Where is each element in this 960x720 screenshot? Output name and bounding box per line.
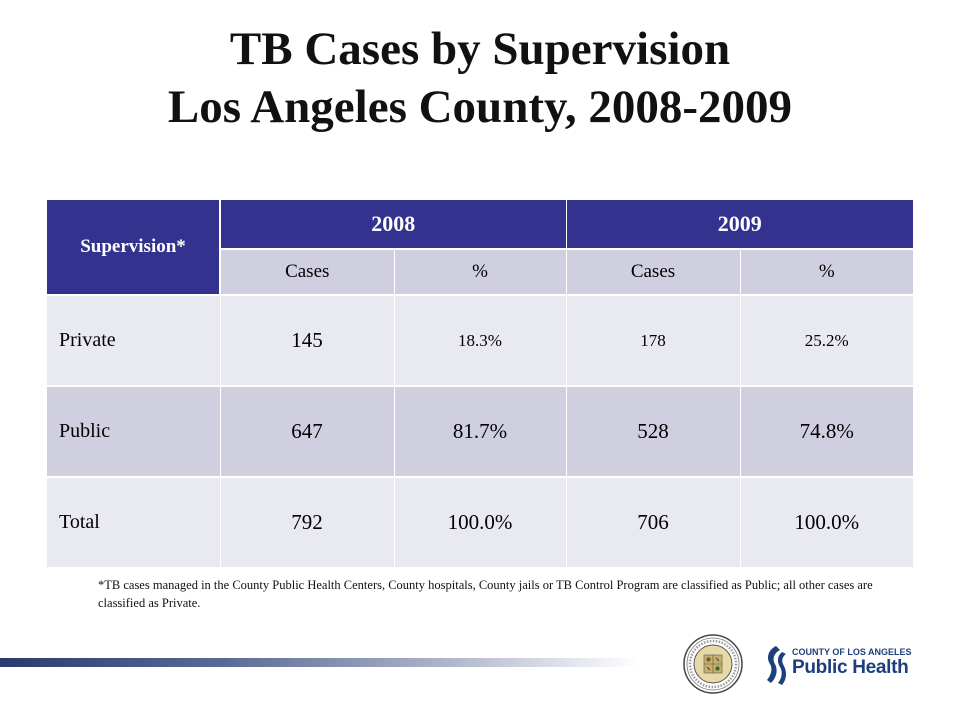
cases-2008-cell: 792 <box>219 477 394 569</box>
pct-2009-cell: 100.0% <box>739 477 913 569</box>
cases-2009-cell: 178 <box>565 295 740 387</box>
year-header-row: Supervision* 2008 2009 <box>47 200 913 296</box>
year-header-2009: 2009 <box>565 200 913 250</box>
supervision-header: Supervision* <box>47 200 221 296</box>
cases-2009-cell: 706 <box>565 477 740 569</box>
row-label: Public <box>47 386 220 478</box>
pct-2009-cell: 74.8% <box>739 386 913 478</box>
subheader-pct-2009: % <box>739 249 913 296</box>
decorative-gradient-bar <box>0 658 640 667</box>
cases-2008-cell: 145 <box>219 295 394 387</box>
tb-supervision-table: Supervision* 2008 2009 Cases % Cases % P… <box>47 200 913 569</box>
pct-2008-cell: 18.3% <box>393 295 566 387</box>
table-row-public: Public 647 81.7% 528 74.8% <box>47 386 913 478</box>
pct-2009-cell: 25.2% <box>739 295 913 387</box>
title-line-1: TB Cases by Supervision <box>229 23 731 75</box>
subheader-row: Cases % Cases % <box>47 249 913 296</box>
public-health-logo-subtitle: COUNTY OF LOS ANGELES <box>792 647 912 657</box>
table-row-total: Total 792 100.0% 706 100.0% <box>47 477 913 569</box>
title-line-2: Los Angeles County, 2008-2009 <box>167 81 793 133</box>
public-health-logo: COUNTY OF LOS ANGELES Public Health <box>762 642 912 688</box>
cases-2008-cell: 647 <box>219 386 394 478</box>
subheader-pct-2008: % <box>393 249 566 296</box>
pct-2008-cell: 81.7% <box>393 386 566 478</box>
public-health-mark-icon <box>767 646 787 685</box>
year-header-2008: 2008 <box>219 200 566 250</box>
subheader-cases-2009: Cases <box>565 249 740 296</box>
row-label: Private <box>47 295 220 387</box>
county-seal-icon <box>683 634 743 694</box>
row-label: Total <box>47 477 220 569</box>
slide-title: TB Cases by Supervision Los Angeles Coun… <box>0 20 960 136</box>
subheader-cases-2008: Cases <box>219 249 394 296</box>
cases-2009-cell: 528 <box>565 386 740 478</box>
table-row-private: Private 145 18.3% 178 25.2% <box>47 295 913 387</box>
public-health-logo-title: Public Health <box>792 657 909 678</box>
pct-2008-cell: 100.0% <box>393 477 566 569</box>
footnote: *TB cases managed in the County Public H… <box>98 578 873 610</box>
